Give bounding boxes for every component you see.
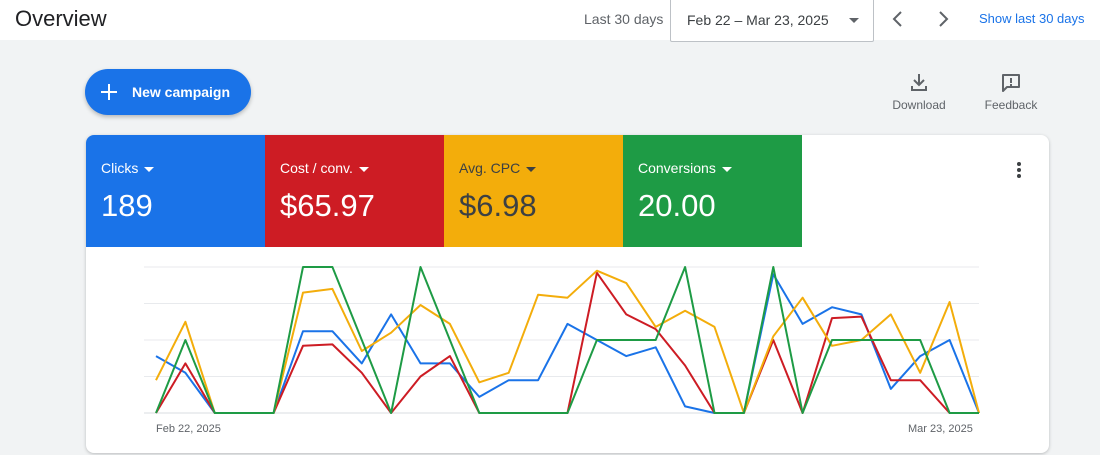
metric-label: Avg. CPC — [459, 160, 521, 176]
metric-tile-cost-per-conversion[interactable]: Cost / conv. $65.97 — [265, 135, 444, 247]
metric-name-conversions: Conversions — [638, 160, 732, 176]
metric-name-avg-cpc: Avg. CPC — [459, 160, 537, 176]
download-icon — [911, 74, 927, 91]
metric-name-clicks: Clicks — [101, 160, 155, 176]
dot — [1017, 174, 1021, 178]
x-axis-start-label: Feb 22, 2025 — [156, 423, 221, 435]
x-axis-end-label: Mar 23, 2025 — [908, 423, 973, 435]
dropdown-caret-icon — [849, 18, 859, 23]
feedback-label: Feedback — [984, 98, 1038, 112]
download-button[interactable]: Download — [884, 72, 954, 112]
metric-tile-avg-cpc[interactable]: Avg. CPC $6.98 — [444, 135, 623, 247]
dropdown-caret-icon — [721, 166, 732, 172]
dot — [1017, 162, 1021, 166]
more-options-icon[interactable] — [1011, 161, 1027, 179]
series-line-4 — [155, 266, 979, 414]
date-range-selector[interactable]: Feb 22 – Mar 23, 2025 — [670, 0, 874, 42]
header-bar: Overview Last 30 days Feb 22 – Mar 23, 2… — [0, 0, 1100, 42]
download-label: Download — [892, 98, 946, 112]
series-line-3 — [155, 269, 980, 414]
new-campaign-button[interactable]: New campaign — [85, 69, 251, 115]
chevron-right-icon — [939, 11, 949, 27]
dot — [1017, 168, 1021, 172]
performance-line-chart — [144, 266, 980, 414]
previous-period-button[interactable] — [885, 8, 911, 30]
dropdown-caret-icon — [358, 166, 369, 172]
metric-value-avg-cpc: $6.98 — [459, 188, 537, 223]
metric-tile-clicks[interactable]: Clicks 189 — [86, 135, 265, 247]
series-line-1 — [155, 273, 980, 414]
feedback-button[interactable]: Feedback — [976, 72, 1046, 112]
new-campaign-label: New campaign — [132, 84, 231, 100]
metric-tile-conversions[interactable]: Conversions 20.00 — [623, 135, 802, 247]
performance-card: Clicks 189 Cost / conv. $65.97 Avg. CPC … — [86, 135, 1049, 453]
date-range-label: Last 30 days — [584, 11, 664, 27]
chevron-left-icon — [892, 11, 902, 27]
plus-icon — [99, 82, 119, 102]
date-range-value: Feb 22 – Mar 23, 2025 — [687, 12, 829, 28]
metric-value-cost-per-conversion: $65.97 — [280, 188, 375, 223]
show-last-30-days-link[interactable]: Show last 30 days — [979, 11, 1085, 26]
dropdown-caret-icon — [144, 166, 155, 172]
metric-value-conversions: 20.00 — [638, 188, 716, 223]
dropdown-caret-icon — [526, 166, 537, 172]
metric-value-clicks: 189 — [101, 188, 153, 223]
feedback-icon — [1002, 74, 1020, 92]
metric-name-cost-per-conversion: Cost / conv. — [280, 160, 369, 176]
next-period-button[interactable] — [930, 8, 956, 30]
metric-label: Conversions — [638, 160, 716, 176]
metric-label: Clicks — [101, 160, 139, 176]
page-title: Overview — [15, 6, 107, 31]
metric-label: Cost / conv. — [280, 160, 353, 176]
